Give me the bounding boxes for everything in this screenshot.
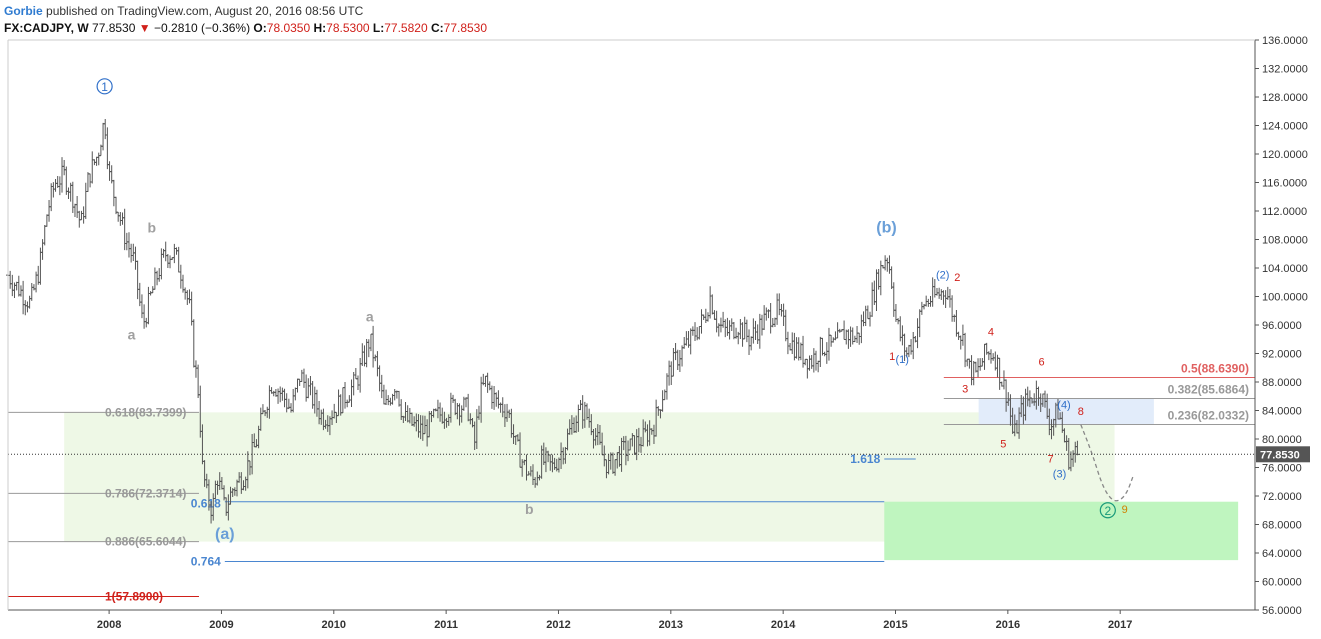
fib-label-right-0: 0.5(88.6390) bbox=[1181, 361, 1249, 375]
y-tick-label-10: 96.0000 bbox=[1262, 320, 1302, 332]
y-tick-label-13: 108.0000 bbox=[1262, 235, 1308, 247]
y-tick-label-3: 68.0000 bbox=[1262, 520, 1302, 532]
fib-label-right-1: 0.382(85.6864) bbox=[1168, 382, 1249, 396]
wave-circle-0 bbox=[96, 78, 113, 95]
low-label: L: bbox=[372, 21, 385, 35]
y-tick-label-5: 76.0000 bbox=[1262, 463, 1302, 475]
x-tick-label-2: 2010 bbox=[322, 619, 346, 631]
wave-label-0: 1 bbox=[101, 80, 108, 94]
author-name[interactable]: Gorbie bbox=[4, 4, 43, 18]
x-tick-label-8: 2016 bbox=[996, 619, 1020, 631]
wave-label-8: 1 bbox=[889, 351, 895, 363]
fib-label-left-3: 1(57.8900) bbox=[105, 590, 163, 604]
wave-label-3: a bbox=[366, 308, 374, 324]
y-tick-label-11: 100.0000 bbox=[1262, 292, 1308, 304]
y-tick-label-9: 92.0000 bbox=[1262, 349, 1302, 361]
fib-zone-1 bbox=[884, 501, 1239, 561]
wave-label-5: (a) bbox=[215, 526, 235, 543]
y-tick-label-1: 60.0000 bbox=[1262, 577, 1302, 589]
wave-label-12: 4 bbox=[988, 327, 994, 339]
wave-label-18: (3) bbox=[1053, 468, 1066, 480]
x-tick-label-1: 2009 bbox=[209, 619, 233, 631]
symbol-label: FX:CADJPY, W bbox=[4, 21, 89, 35]
fib-label-right-2: 0.236(82.0332) bbox=[1168, 409, 1249, 423]
x-tick-label-7: 2015 bbox=[883, 619, 907, 631]
y-tick-label-14: 112.0000 bbox=[1262, 206, 1307, 218]
x-tick-label-0: 2008 bbox=[97, 619, 121, 631]
open-label: O: bbox=[253, 21, 267, 35]
x-tick-label-4: 2012 bbox=[546, 619, 570, 631]
open-value: 78.0350 bbox=[266, 21, 311, 35]
last-price-badge-label: 77.8530 bbox=[1260, 449, 1300, 461]
x-tick-label-9: 2017 bbox=[1108, 619, 1132, 631]
publish-info: published on TradingView.com, August 20,… bbox=[46, 4, 364, 18]
price-change: −0.2810 (−0.36%) bbox=[154, 21, 251, 35]
y-tick-label-20: 136.0000 bbox=[1262, 35, 1308, 47]
y-tick-label-6: 80.0000 bbox=[1262, 434, 1302, 446]
fib-label-left-2: 0.886(65.6044) bbox=[105, 535, 186, 549]
y-tick-label-2: 64.0000 bbox=[1262, 548, 1302, 560]
down-arrow-icon: ▼ bbox=[138, 21, 151, 35]
y-tick-label-19: 132.0000 bbox=[1262, 64, 1308, 76]
wave-label-1: b bbox=[148, 219, 157, 235]
high-value: 78.5300 bbox=[326, 21, 370, 35]
x-tick-label-6: 2014 bbox=[771, 619, 796, 631]
chart-header: Gorbie published on TradingView.com, Aug… bbox=[0, 0, 1321, 40]
fib-label-left-0: 0.618(83.7399) bbox=[105, 405, 186, 419]
y-tick-label-18: 128.0000 bbox=[1262, 92, 1308, 104]
wave-label-16: 8 bbox=[1078, 406, 1084, 418]
wave-label-2: a bbox=[128, 326, 136, 342]
ohlc-line: FX:CADJPY, W 77.8530 ▼ −0.2810 (−0.36%) … bbox=[4, 21, 487, 35]
y-tick-label-8: 88.0000 bbox=[1262, 377, 1302, 389]
wave-label-13: 5 bbox=[1000, 439, 1006, 451]
wave-label-10: 2 bbox=[954, 272, 960, 284]
publish-line: Gorbie published on TradingView.com, Aug… bbox=[4, 4, 363, 18]
last-price-badge bbox=[1256, 446, 1310, 463]
wave-label-20: 9 bbox=[1122, 504, 1128, 516]
x-tick-label-5: 2013 bbox=[659, 619, 683, 631]
wave-label-17: 7 bbox=[1047, 454, 1053, 466]
wave-circle-19 bbox=[1099, 502, 1116, 519]
wave-label-7: (1) bbox=[896, 354, 909, 366]
ext-label-2: 1.618 bbox=[850, 452, 880, 466]
y-tick-label-12: 104.0000 bbox=[1262, 263, 1308, 275]
x-tick-label-3: 2011 bbox=[434, 619, 458, 631]
wave-label-14: 6 bbox=[1038, 357, 1044, 369]
wave-label-15: (4) bbox=[1057, 399, 1070, 411]
y-tick-label-0: 56.0000 bbox=[1262, 605, 1302, 617]
high-label: H: bbox=[313, 21, 327, 35]
fib-label-left-1: 0.786(72.3714) bbox=[105, 486, 186, 500]
close-label: C: bbox=[430, 21, 444, 35]
wave-label-6: (b) bbox=[876, 219, 896, 236]
y-tick-label-4: 72.0000 bbox=[1262, 491, 1302, 503]
last-price: 77.8530 bbox=[92, 21, 136, 35]
close-value: 77.8530 bbox=[443, 21, 488, 35]
wave-label-19: 2 bbox=[1104, 504, 1111, 518]
wave-label-11: 3 bbox=[962, 384, 968, 396]
y-tick-label-15: 116.0000 bbox=[1262, 178, 1307, 190]
projection-path bbox=[1080, 424, 1135, 502]
ext-label-0: 0.618 bbox=[191, 497, 221, 511]
y-tick-label-7: 84.0000 bbox=[1262, 406, 1302, 418]
price-bars bbox=[6, 119, 1080, 524]
ext-label-1: 0.764 bbox=[191, 555, 221, 569]
y-tick-label-16: 120.0000 bbox=[1262, 149, 1308, 161]
low-value: 77.5820 bbox=[384, 21, 428, 35]
wave-label-9: (2) bbox=[936, 270, 949, 282]
y-tick-label-17: 124.0000 bbox=[1262, 121, 1308, 133]
wave-label-4: b bbox=[525, 501, 534, 517]
